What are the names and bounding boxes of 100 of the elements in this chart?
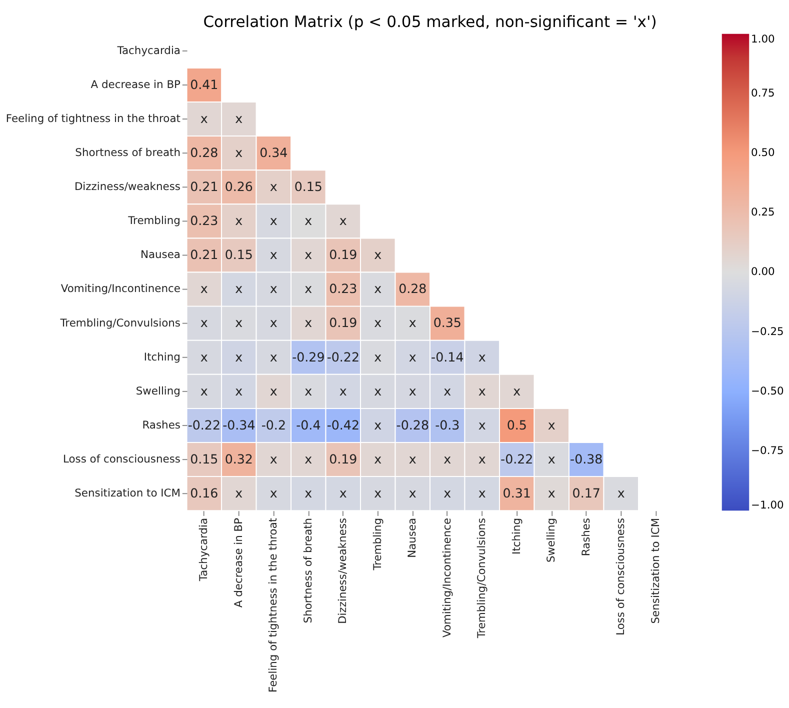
y-tick-label: Tachycardia: [116, 44, 180, 57]
data-label: x: [235, 315, 244, 330]
data-label: x: [270, 247, 278, 262]
data-label: 0.41: [190, 76, 218, 92]
data-label: 0.16: [190, 485, 218, 500]
data-label: -0.14: [431, 349, 464, 364]
y-tick-label: Feeling of tightness in the throat: [6, 112, 180, 125]
data-label: 0.19: [329, 451, 358, 466]
data-label: x: [200, 281, 208, 296]
data-label: x: [478, 349, 486, 364]
data-label: x: [339, 213, 348, 228]
data-label: x: [339, 485, 348, 500]
data-label: x: [200, 110, 208, 126]
data-label: 0.35: [433, 315, 462, 330]
data-label: 0.5: [506, 417, 527, 432]
y-tick-label: Trembling/Convulsions: [59, 316, 181, 330]
color-bar-label: 0.75: [751, 86, 775, 100]
chart-title: Correlation Matrix (p < 0.05 marked, non-significant = 'x'): [203, 13, 657, 32]
data-label: -0.22: [188, 417, 220, 432]
data-label: x: [374, 417, 382, 432]
data-label: 0.19: [329, 247, 358, 262]
data-label: x: [200, 349, 208, 364]
data-label: x: [444, 451, 452, 466]
x-tick-label: Sensitization to ICM: [648, 518, 662, 624]
data-label: -0.2: [261, 417, 286, 432]
data-label: x: [270, 179, 278, 194]
data-label: 0.28: [190, 144, 218, 160]
color-bar-label: 1.00: [751, 32, 776, 46]
x-tick-label: Trembling: [370, 518, 384, 572]
color-bar-label: 0.25: [751, 206, 775, 219]
data-label: x: [408, 485, 417, 500]
data-label: x: [513, 383, 522, 398]
data-label: x: [374, 349, 382, 364]
data-label: x: [478, 451, 486, 466]
data-label: 0.21: [190, 179, 218, 194]
data-label: 0.34: [260, 144, 288, 160]
data-label: -0.38: [570, 451, 603, 466]
data-label: x: [200, 315, 208, 330]
data-label: -0.42: [326, 417, 360, 432]
data-label: x: [270, 281, 278, 296]
data-label: 0.17: [572, 485, 600, 500]
x-tick-label: Shortness of breath: [301, 518, 314, 624]
data-label: x: [270, 213, 278, 228]
data-label: 0.23: [190, 213, 218, 228]
data-label: x: [304, 485, 313, 500]
color-bar-label: 0.00: [751, 265, 776, 278]
data-label: x: [235, 213, 244, 228]
data-label: -0.22: [326, 349, 360, 364]
data-label: 0.19: [329, 315, 358, 330]
data-label: x: [270, 451, 278, 466]
data-label: x: [304, 281, 313, 296]
data-label: x: [235, 485, 244, 500]
data-label: -0.3: [435, 417, 460, 432]
data-label: x: [235, 144, 244, 160]
x-tick-label: Vomiting/Incontinence: [440, 518, 454, 638]
y-tick-label: Swelling: [136, 384, 180, 398]
data-label: 0.15: [294, 179, 322, 194]
data-label: x: [548, 417, 556, 432]
data-label: x: [548, 451, 556, 466]
data-label: x: [374, 485, 382, 500]
x-tick-label: Trembling/Convulsions: [475, 517, 488, 640]
x-tick-label: Dizziness/weakness: [336, 517, 350, 624]
data-label: x: [408, 315, 417, 330]
data-label: x: [304, 213, 313, 228]
x-tick-label: Rashes: [579, 517, 592, 556]
x-tick-label: A decrease in BP: [232, 517, 245, 608]
data-label: -0.29: [292, 349, 325, 364]
y-tick-label: Shortness of breath: [75, 146, 180, 160]
color-bar-label: −1.00: [751, 498, 784, 512]
data-label: 0.26: [224, 179, 253, 194]
data-label: 0.31: [502, 485, 531, 500]
data-label: x: [235, 383, 244, 398]
data-label: x: [444, 383, 452, 398]
data-label: x: [304, 315, 313, 330]
data-label: x: [617, 485, 626, 500]
color-bar-label: 0.50: [751, 146, 776, 160]
data-label: x: [270, 349, 278, 364]
y-tick-label: Sensitization to ICM: [74, 486, 180, 500]
data-label: x: [339, 383, 348, 398]
y-tick-label: Trembling: [127, 214, 180, 228]
data-label: 0.15: [224, 247, 253, 262]
data-label: x: [374, 281, 382, 296]
y-tick-label: Dizziness/weakness: [74, 180, 181, 194]
data-label: x: [304, 383, 313, 398]
data-label: x: [235, 110, 244, 126]
data-label: x: [374, 247, 382, 262]
x-tick-label: Itching: [510, 518, 523, 554]
x-tick-label: Nausea: [406, 518, 419, 558]
y-tick-label: Nausea: [140, 248, 180, 262]
data-label: x: [444, 485, 452, 500]
data-label: 0.23: [329, 281, 358, 296]
color-bar-label: −0.50: [751, 384, 784, 398]
data-label: x: [548, 485, 556, 500]
color-bar-label: −0.75: [751, 444, 784, 457]
data-label: x: [235, 349, 244, 364]
y-tick-label: A decrease in BP: [90, 78, 182, 91]
y-tick-label: Itching: [144, 350, 180, 364]
data-label: x: [478, 485, 486, 500]
data-label: x: [235, 281, 244, 296]
data-label: 0.15: [190, 451, 218, 466]
